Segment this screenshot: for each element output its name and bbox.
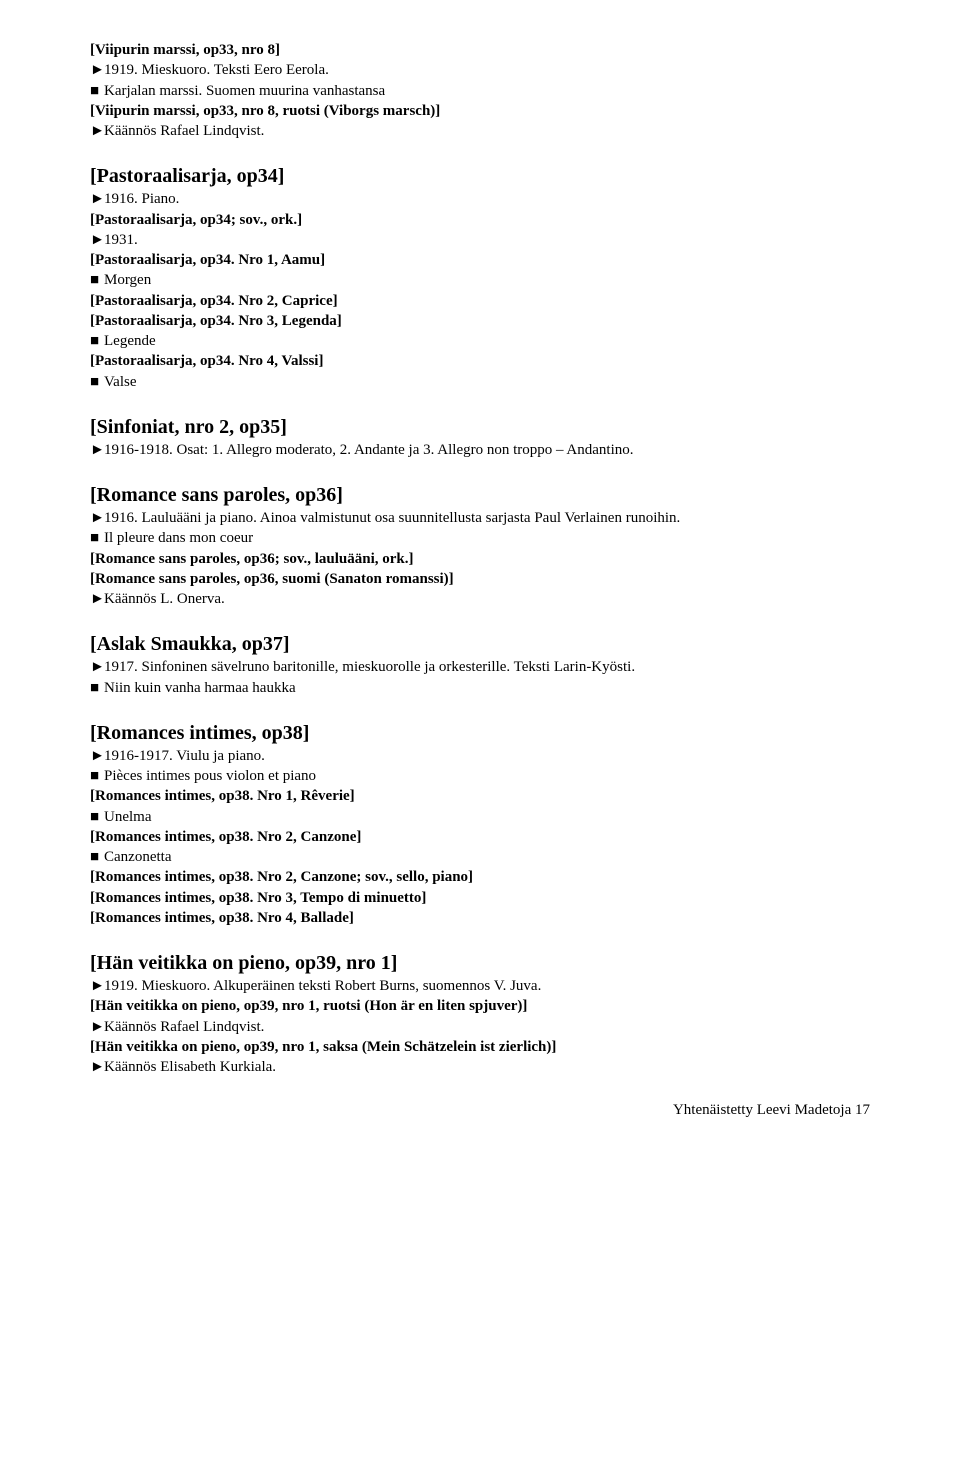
text: Pièces intimes pous violon et piano [104, 768, 316, 784]
entry-subtitle: [Hän veitikka on pieno, op39, nro 1, sak… [90, 1037, 870, 1057]
entry-subtitle: [Romances intimes, op38. Nro 1, Rêverie] [90, 786, 870, 806]
entry-subtitle: [Pastoraalisarja, op34. Nro 2, Caprice] [90, 291, 870, 311]
entry-subtitle: [Romances intimes, op38. Nro 3, Tempo di… [90, 888, 870, 908]
section-heading: [Romance sans paroles, op36] [90, 482, 870, 508]
triangle-icon: ► [90, 746, 104, 766]
triangle-icon: ► [90, 1017, 104, 1037]
text: 1931. [104, 232, 138, 248]
text: 1919. Mieskuoro. Alkuperäinen teksti Rob… [104, 978, 541, 994]
triangle-icon: ► [90, 189, 104, 209]
square-icon: ■ [90, 678, 104, 698]
entry-line: ►1916. Lauluääni ja piano. Ainoa valmist… [90, 508, 870, 528]
entry-subtitle: [Pastoraalisarja, op34. Nro 4, Valssi] [90, 351, 870, 371]
entry-line: ►Käännös L. Onerva. [90, 589, 870, 609]
entry-line: ►1917. Sinfoninen sävelruno baritonille,… [90, 657, 870, 677]
entry-line: ■Valse [90, 372, 870, 392]
entry-subtitle: [Pastoraalisarja, op34. Nro 1, Aamu] [90, 250, 870, 270]
square-icon: ■ [90, 270, 104, 290]
section-heading: [Romances intimes, op38] [90, 720, 870, 746]
entry-subtitle: [Romance sans paroles, op36, suomi (Sana… [90, 569, 870, 589]
section-heading: [Hän veitikka on pieno, op39, nro 1] [90, 950, 870, 976]
entry-subtitle: [Romance sans paroles, op36; sov., laulu… [90, 549, 870, 569]
entry-line: ■Unelma [90, 807, 870, 827]
section-heading: [Aslak Smaukka, op37] [90, 631, 870, 657]
entry-line: ►1916-1918. Osat: 1. Allegro moderato, 2… [90, 440, 870, 460]
entry-op35: ►1916-1918. Osat: 1. Allegro moderato, 2… [90, 440, 870, 460]
entry-line: ►1919. Mieskuoro. Teksti Eero Eerola. [90, 60, 870, 80]
text: 1916-1918. Osat: 1. Allegro moderato, 2.… [104, 442, 634, 458]
text: Valse [104, 374, 137, 390]
entry-line: ►1919. Mieskuoro. Alkuperäinen teksti Ro… [90, 976, 870, 996]
text: 1919. Mieskuoro. Teksti Eero Eerola. [104, 62, 329, 78]
triangle-icon: ► [90, 508, 104, 528]
section-heading: [Pastoraalisarja, op34] [90, 163, 870, 189]
entry-line: ►Käännös Rafael Lindqvist. [90, 1017, 870, 1037]
square-icon: ■ [90, 807, 104, 827]
entry-op37: ►1917. Sinfoninen sävelruno baritonille,… [90, 657, 870, 698]
text: Unelma [104, 809, 151, 825]
text: 1916. Piano. [104, 191, 179, 207]
text: Legende [104, 333, 156, 349]
entry-op34: ►1916. Piano. [Pastoraalisarja, op34; so… [90, 189, 870, 392]
entry-op36: ►1916. Lauluääni ja piano. Ainoa valmist… [90, 508, 870, 609]
document-page: [Viipurin marssi, op33, nro 8] ►1919. Mi… [0, 0, 960, 1164]
entry-subtitle: [Pastoraalisarja, op34; sov., ork.] [90, 210, 870, 230]
entry-line: ■Niin kuin vanha harmaa haukka [90, 678, 870, 698]
text: Käännös Elisabeth Kurkiala. [104, 1059, 276, 1075]
text: Il pleure dans mon coeur [104, 530, 253, 546]
entry-line: ►Käännös Elisabeth Kurkiala. [90, 1057, 870, 1077]
entry-subtitle: [Hän veitikka on pieno, op39, nro 1, ruo… [90, 996, 870, 1016]
square-icon: ■ [90, 372, 104, 392]
square-icon: ■ [90, 847, 104, 867]
entry-line: ■Pièces intimes pous violon et piano [90, 766, 870, 786]
triangle-icon: ► [90, 230, 104, 250]
entry-subtitle: [Pastoraalisarja, op34. Nro 3, Legenda] [90, 311, 870, 331]
text: 1916-1917. Viulu ja piano. [104, 748, 265, 764]
entry-line: ►1916. Piano. [90, 189, 870, 209]
text: 1917. Sinfoninen sävelruno baritonille, … [104, 659, 635, 675]
triangle-icon: ► [90, 657, 104, 677]
entry-title: [Viipurin marssi, op33, nro 8] [90, 40, 870, 60]
text: 1916. Lauluääni ja piano. Ainoa valmistu… [104, 510, 680, 526]
entry-line: ■Legende [90, 331, 870, 351]
entry-op33-8: [Viipurin marssi, op33, nro 8] ►1919. Mi… [90, 40, 870, 141]
triangle-icon: ► [90, 976, 104, 996]
triangle-icon: ► [90, 60, 104, 80]
section-heading: [Sinfoniat, nro 2, op35] [90, 414, 870, 440]
square-icon: ■ [90, 331, 104, 351]
triangle-icon: ► [90, 121, 104, 141]
entry-subtitle: [Romances intimes, op38. Nro 4, Ballade] [90, 908, 870, 928]
text: Niin kuin vanha harmaa haukka [104, 680, 296, 696]
triangle-icon: ► [90, 589, 104, 609]
page-footer: Yhtenäistetty Leevi Madetoja 17 [90, 1102, 870, 1119]
square-icon: ■ [90, 766, 104, 786]
text: Käännös Rafael Lindqvist. [104, 123, 264, 139]
entry-line: ■Morgen [90, 270, 870, 290]
square-icon: ■ [90, 528, 104, 548]
entry-line: ■Karjalan marssi. Suomen muurina vanhast… [90, 81, 870, 101]
entry-line: ■Il pleure dans mon coeur [90, 528, 870, 548]
text: Canzonetta [104, 849, 171, 865]
entry-line: ■Canzonetta [90, 847, 870, 867]
text: Käännös Rafael Lindqvist. [104, 1019, 264, 1035]
triangle-icon: ► [90, 1057, 104, 1077]
text: Karjalan marssi. Suomen muurina vanhasta… [104, 83, 385, 99]
entry-subtitle: [Romances intimes, op38. Nro 2, Canzone;… [90, 867, 870, 887]
entry-op38: ►1916-1917. Viulu ja piano. ■Pièces inti… [90, 746, 870, 928]
text: Morgen [104, 272, 151, 288]
triangle-icon: ► [90, 440, 104, 460]
entry-op39-1: ►1919. Mieskuoro. Alkuperäinen teksti Ro… [90, 976, 870, 1077]
text: Käännös L. Onerva. [104, 591, 225, 607]
square-icon: ■ [90, 81, 104, 101]
entry-line: ►Käännös Rafael Lindqvist. [90, 121, 870, 141]
entry-subtitle: [Viipurin marssi, op33, nro 8, ruotsi (V… [90, 101, 870, 121]
entry-line: ►1916-1917. Viulu ja piano. [90, 746, 870, 766]
entry-subtitle: [Romances intimes, op38. Nro 2, Canzone] [90, 827, 870, 847]
entry-line: ►1931. [90, 230, 870, 250]
